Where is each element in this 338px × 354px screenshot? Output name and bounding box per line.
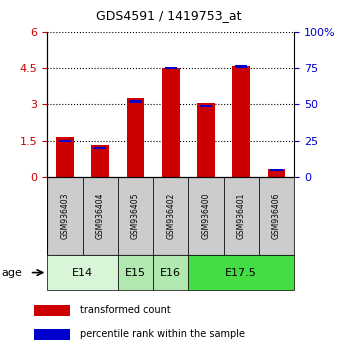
Bar xyxy=(34,329,70,339)
Text: GSM936403: GSM936403 xyxy=(61,193,69,239)
Bar xyxy=(162,68,179,177)
Bar xyxy=(59,139,71,142)
Bar xyxy=(118,177,153,255)
Text: GSM936401: GSM936401 xyxy=(237,193,246,239)
Bar xyxy=(233,66,250,177)
Bar xyxy=(47,177,82,255)
Text: age: age xyxy=(2,268,23,278)
Bar xyxy=(129,100,142,103)
Text: transformed count: transformed count xyxy=(80,305,171,315)
Text: percentile rank within the sample: percentile rank within the sample xyxy=(80,329,245,339)
Text: GSM936405: GSM936405 xyxy=(131,193,140,239)
Bar xyxy=(165,67,177,69)
Bar xyxy=(270,169,283,171)
Bar xyxy=(200,105,212,107)
Text: GSM936400: GSM936400 xyxy=(201,193,211,239)
Text: E17.5: E17.5 xyxy=(225,268,257,278)
Bar xyxy=(153,255,188,290)
Bar xyxy=(34,305,70,315)
Bar xyxy=(188,255,294,290)
Bar xyxy=(47,255,118,290)
Text: E16: E16 xyxy=(160,268,181,278)
Text: GSM936404: GSM936404 xyxy=(96,193,105,239)
Bar xyxy=(118,255,153,290)
Bar xyxy=(82,177,118,255)
Bar xyxy=(259,177,294,255)
Text: GSM936406: GSM936406 xyxy=(272,193,281,239)
Bar xyxy=(56,137,74,177)
Text: GSM936402: GSM936402 xyxy=(166,193,175,239)
Bar xyxy=(223,177,259,255)
Text: E15: E15 xyxy=(125,268,146,278)
Bar xyxy=(188,177,223,255)
Bar xyxy=(235,65,247,68)
Bar xyxy=(91,145,109,177)
Bar xyxy=(94,147,106,149)
Bar xyxy=(127,98,144,177)
Bar xyxy=(153,177,188,255)
Text: GDS4591 / 1419753_at: GDS4591 / 1419753_at xyxy=(96,9,242,22)
Bar xyxy=(197,103,215,177)
Text: E14: E14 xyxy=(72,268,93,278)
Bar xyxy=(268,169,285,177)
